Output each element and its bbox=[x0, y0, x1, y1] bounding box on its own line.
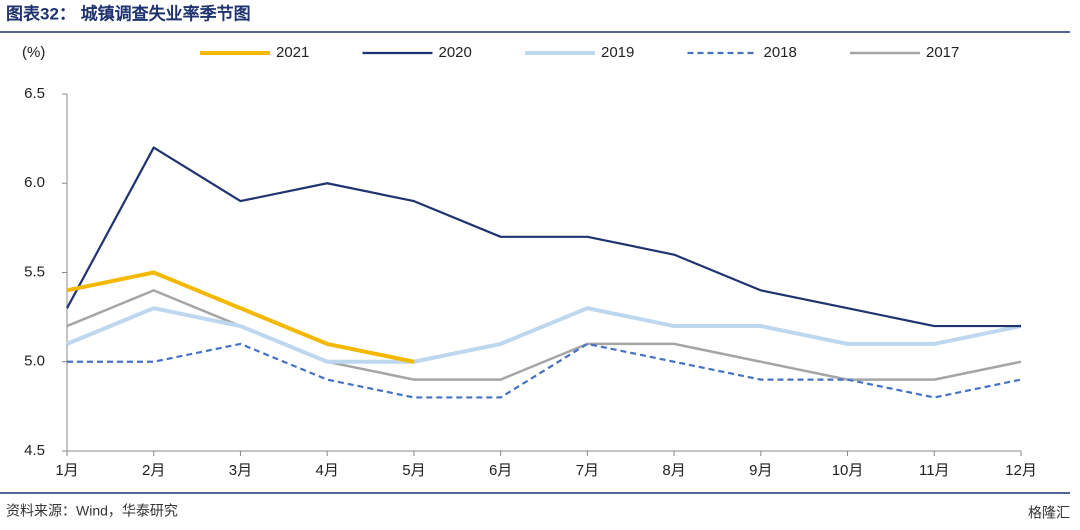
x-tick-label: 1月 bbox=[55, 462, 78, 479]
source: 资料来源：Wind，华泰研究 bbox=[6, 503, 178, 519]
x-tick-label: 8月 bbox=[662, 462, 685, 479]
x-tick-label: 2月 bbox=[142, 462, 165, 479]
x-tick-label: 11月 bbox=[919, 462, 950, 479]
series-line bbox=[66, 270, 415, 364]
x-tick-label: 9月 bbox=[749, 462, 772, 479]
legend-label: 2017 bbox=[926, 44, 959, 61]
chart-title: 图表32： 城镇调查失业率季节图 bbox=[6, 3, 251, 23]
x-tick-label: 5月 bbox=[402, 462, 425, 479]
y-tick-label: 6.0 bbox=[24, 174, 45, 191]
series-line bbox=[66, 289, 1022, 381]
series-line bbox=[66, 306, 1022, 364]
x-tick-label: 12月 bbox=[1005, 462, 1037, 479]
legend-label: 2020 bbox=[439, 44, 472, 61]
y-tick-label: 4.5 bbox=[24, 442, 45, 459]
x-tick-label: 10月 bbox=[832, 462, 864, 479]
series-line bbox=[67, 342, 1022, 399]
x-tick-label: 7月 bbox=[576, 462, 599, 479]
legend-label: 2021 bbox=[276, 44, 309, 61]
legend-label: 2018 bbox=[764, 44, 797, 61]
y-tick-label: 6.5 bbox=[24, 85, 45, 102]
legend-label: 2019 bbox=[601, 44, 634, 61]
x-tick-label: 3月 bbox=[229, 462, 252, 479]
series-line bbox=[66, 146, 1021, 328]
y-axis-label: (%) bbox=[22, 44, 45, 61]
y-tick-label: 5.0 bbox=[24, 353, 45, 370]
y-tick-label: 5.5 bbox=[24, 263, 45, 280]
x-tick-label: 6月 bbox=[489, 462, 512, 479]
x-tick-label: 4月 bbox=[316, 462, 339, 479]
watermark: 格隆汇 bbox=[1028, 505, 1070, 521]
